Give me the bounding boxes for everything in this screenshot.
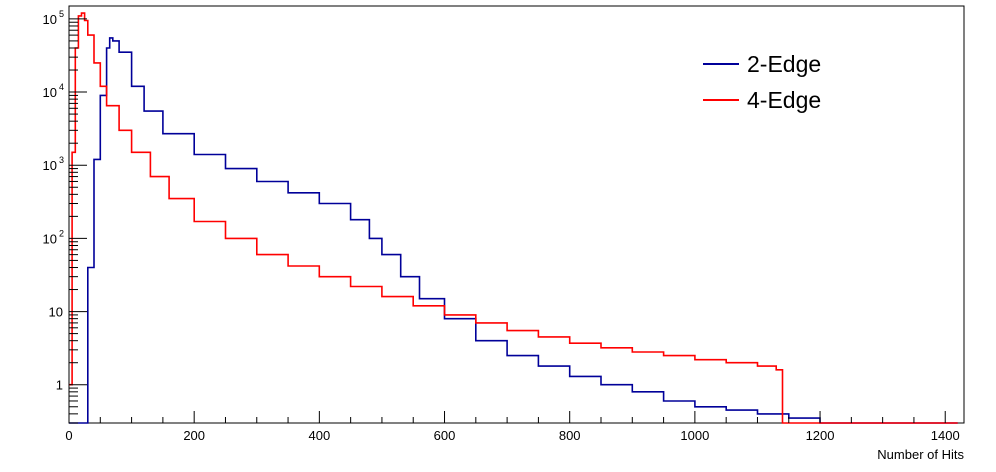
x-tick-label: 1200 bbox=[806, 428, 835, 443]
x-tick-label: 0 bbox=[65, 428, 72, 443]
x-tick-label: 1400 bbox=[931, 428, 960, 443]
x-tick-label: 1000 bbox=[680, 428, 709, 443]
legend-label: 2-Edge bbox=[747, 51, 821, 77]
x-tick-label: 400 bbox=[308, 428, 330, 443]
legend: 2-Edge 4-Edge bbox=[703, 51, 821, 113]
x-tick-label: 200 bbox=[183, 428, 205, 443]
y-tick-label: 1 bbox=[56, 378, 63, 393]
series-layer bbox=[69, 12, 958, 424]
y-tick-label: 10 bbox=[43, 85, 57, 100]
x-tick-label: 600 bbox=[434, 428, 456, 443]
y-tick-exponent: 3 bbox=[59, 155, 64, 165]
x-axis: 0 200 400 600 800 1000 1200 1400 bbox=[65, 411, 960, 443]
y-tick-exponent: 5 bbox=[59, 9, 64, 19]
y-tick-exponent: 2 bbox=[59, 228, 64, 238]
series-line-2-edge bbox=[69, 37, 958, 424]
plot-frame bbox=[68, 5, 965, 424]
x-tick-label: 800 bbox=[559, 428, 581, 443]
y-tick-label: 10 bbox=[49, 305, 63, 320]
legend-label: 4-Edge bbox=[747, 87, 821, 113]
y-tick-label: 10 bbox=[43, 158, 57, 173]
x-axis-title: Number of Hits bbox=[877, 447, 964, 462]
series-line-4-edge bbox=[69, 12, 958, 424]
y-tick-label: 10 bbox=[43, 231, 57, 246]
y-tick-exponent: 4 bbox=[59, 82, 64, 92]
y-tick-label: 10 bbox=[43, 12, 57, 27]
